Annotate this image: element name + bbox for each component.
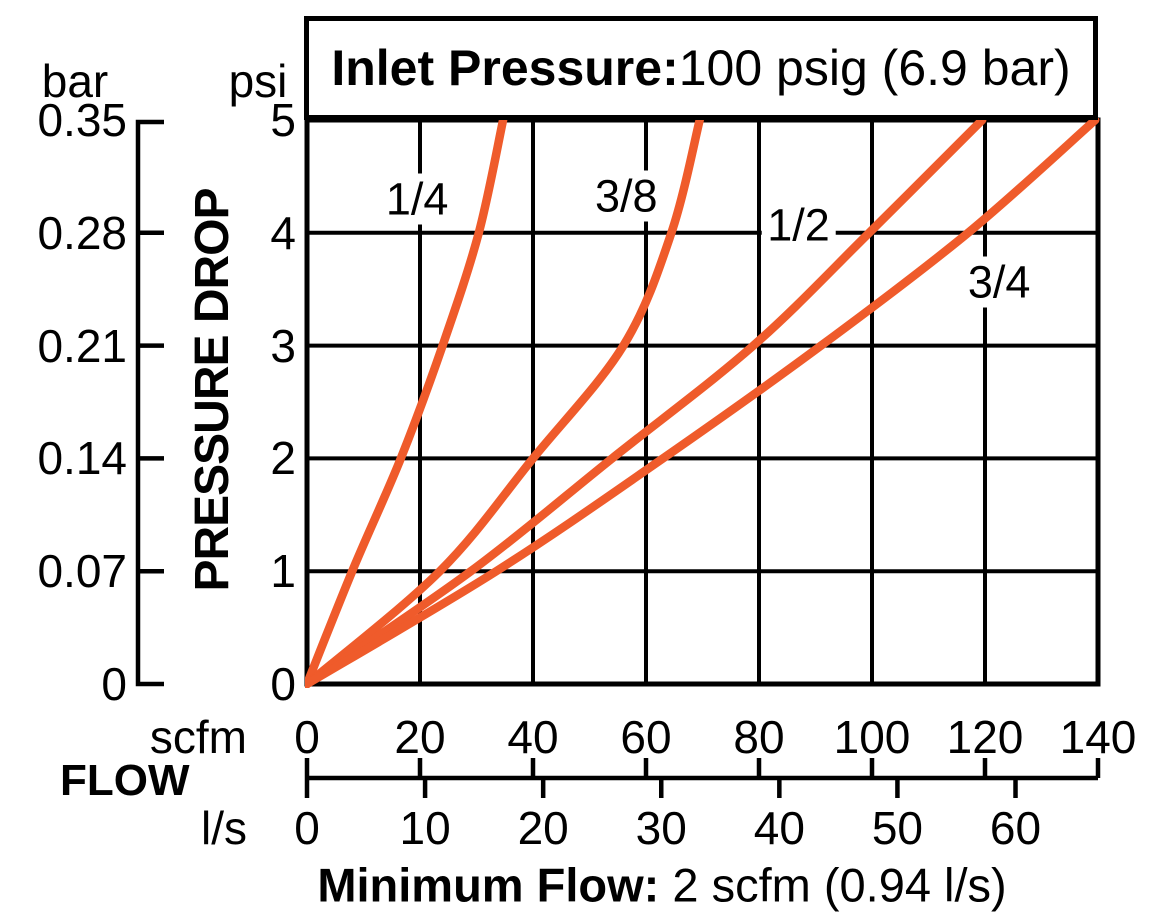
bar-tick-label: 0.07 xyxy=(37,545,127,598)
scfm-unit-label: scfm xyxy=(149,711,247,763)
psi-tick-label: 4 xyxy=(270,206,296,259)
scfm-tick-label: 20 xyxy=(394,711,446,763)
curve-label-1-4: 1/4 xyxy=(379,173,455,225)
curve-1-2 xyxy=(305,118,987,688)
psi-tick-label: 1 xyxy=(270,545,296,598)
curve-label-1-2: 1/2 xyxy=(761,199,836,251)
scfm-tick-label: 60 xyxy=(620,711,672,763)
scfm-tick-label: 100 xyxy=(833,711,911,763)
ls-tick-label: 10 xyxy=(399,802,451,854)
minimum-flow-note-bold: Minimum Flow: xyxy=(317,858,660,912)
scfm-tick-label: 0 xyxy=(294,711,320,763)
ls-tick-label: 50 xyxy=(871,802,924,854)
ls-tick-label: 60 xyxy=(989,802,1042,854)
ls-tick-label: 20 xyxy=(517,802,569,854)
ls-tick-label: 30 xyxy=(635,802,687,854)
inlet-pressure-title-box: Inlet Pressure: 100 psig (6.9 bar) xyxy=(304,16,1098,120)
bar-tick-label: 0.35 xyxy=(37,94,127,146)
bar-tick-label: 0.14 xyxy=(37,432,127,485)
curve-label-3-8: 3/8 xyxy=(588,170,664,222)
bar-unit-label: bar xyxy=(41,55,109,107)
minimum-flow-note: Minimum Flow: 2 scfm (0.94 l/s) xyxy=(317,862,1006,909)
x-axis-title: FLOW xyxy=(60,756,190,805)
inlet-pressure-title-value: 100 psig (6.9 bar) xyxy=(678,40,1071,96)
psi-tick-label: 3 xyxy=(270,319,296,372)
psi-tick-label: 5 xyxy=(270,94,296,146)
curve-3-4 xyxy=(305,118,1100,688)
bar-tick-label: 0 xyxy=(101,658,127,710)
bar-tick-label: 0.21 xyxy=(37,319,127,372)
ls-tick-label: 40 xyxy=(753,802,805,854)
ls-unit-label: l/s xyxy=(201,802,247,854)
scfm-tick-label: 80 xyxy=(733,711,785,763)
curve-label-3-4: 3/4 xyxy=(961,256,1037,308)
psi-tick-label: 0 xyxy=(270,658,296,710)
inlet-pressure-title-bold: Inlet Pressure: xyxy=(331,40,679,96)
minimum-flow-note-value: 2 scfm (0.94 l/s) xyxy=(659,858,1007,912)
scfm-tick-label: 140 xyxy=(1059,711,1137,763)
scfm-tick-label: 120 xyxy=(946,711,1024,763)
psi-unit-label: psi xyxy=(228,55,288,107)
bar-tick-label: 0.28 xyxy=(37,206,127,259)
scfm-tick-label: 40 xyxy=(507,711,559,763)
ls-tick-label: 0 xyxy=(294,802,320,854)
curve-3-8 xyxy=(305,118,704,688)
curve-1-4 xyxy=(305,118,508,688)
psi-tick-label: 2 xyxy=(270,432,296,485)
